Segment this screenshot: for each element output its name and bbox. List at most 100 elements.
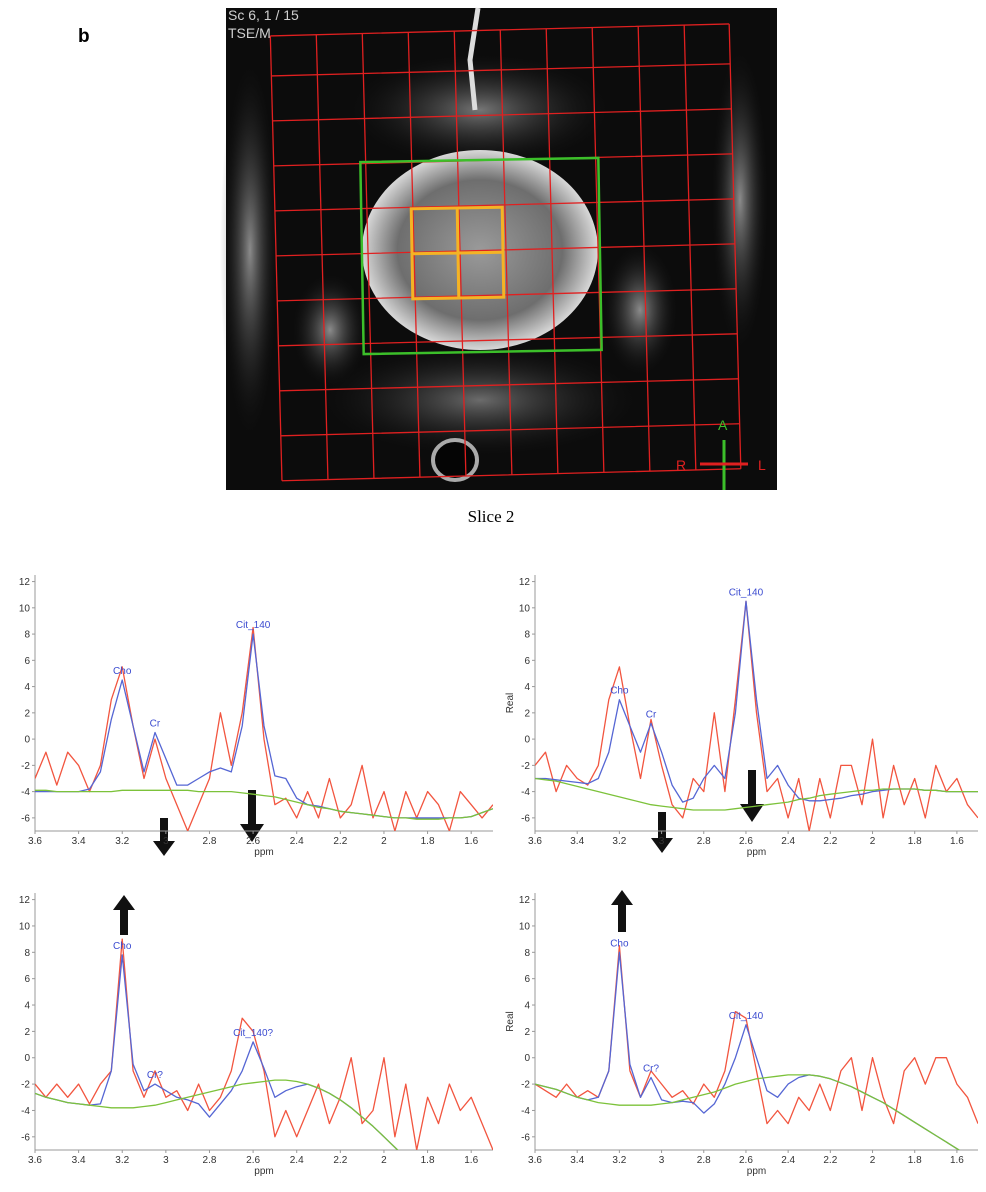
peak-label: Cit_140?	[233, 1028, 273, 1039]
x-tick-label: 2.6	[739, 1155, 753, 1166]
arrow-up	[611, 890, 633, 932]
x-tick-label: 1.8	[908, 836, 922, 847]
y-tick-label: 8	[24, 630, 30, 641]
x-axis-label: ppm	[747, 847, 766, 858]
y-axis-label: Real	[505, 693, 516, 714]
peak-label: Cr	[646, 709, 657, 720]
peak-label: Cr	[150, 719, 161, 730]
x-tick-label: 2.4	[290, 836, 304, 847]
y-tick-label: 8	[24, 948, 30, 959]
x-tick-label: 2	[870, 836, 876, 847]
y-tick-label: -6	[21, 1132, 30, 1143]
x-tick-label: 2.4	[781, 1155, 795, 1166]
x-tick-label: 1.6	[950, 836, 964, 847]
x-tick-label: 3.6	[28, 836, 42, 847]
plot-lines	[35, 938, 493, 1150]
x-tick-label: 2.8	[203, 1155, 217, 1166]
x-tick-label: 1.8	[908, 1155, 922, 1166]
y-tick-label: 6	[24, 974, 30, 985]
x-tick-label: 2	[381, 836, 387, 847]
y-tick-label: -2	[521, 1080, 530, 1091]
y-tick-label: 0	[24, 735, 30, 746]
x-tick-label: 3.4	[72, 836, 86, 847]
orientation-label: R	[676, 457, 686, 473]
x-axis-label: ppm	[747, 1166, 766, 1177]
y-tick-label: 2	[524, 708, 530, 719]
y-tick-label: -4	[521, 787, 530, 798]
y-tick-label: 12	[19, 577, 31, 588]
orientation-label: A	[718, 417, 728, 433]
arrow-down	[740, 770, 764, 822]
y-tick-label: -6	[521, 813, 530, 824]
panel-label: b	[78, 26, 90, 47]
spectrum-line	[35, 938, 493, 1150]
image-overlay: TSE/M	[228, 25, 271, 41]
y-tick-label: 12	[19, 895, 31, 906]
arrow-up	[113, 895, 135, 935]
y-tick-label: 4	[524, 1001, 530, 1012]
y-tick-label: -4	[21, 1106, 30, 1117]
spectrum-chart: -6 -4 -2 0 2 4 6 8 10 12 3.6 3.4 3.2 3 2.8 2.6 2.4 2.2 2 1.…	[19, 893, 493, 1177]
x-tick-label: 3	[163, 1155, 169, 1166]
x-tick-label: 2.2	[333, 1155, 347, 1166]
x-tick-label: 1.6	[464, 1155, 478, 1166]
spectrum-chart: -6 -4 -2 0 2 4 6 8 10 12 3.6 3.4 3.2 3 2.8 2.6 2.4 2.2 2 1.…	[505, 575, 978, 858]
arrow-down	[240, 790, 264, 842]
x-tick-label: 3.2	[115, 836, 129, 847]
y-tick-label: 6	[524, 974, 530, 985]
x-tick-label: 1.8	[421, 1155, 435, 1166]
peak-label: Cr?	[147, 1070, 164, 1081]
x-axis-label: ppm	[254, 847, 273, 858]
y-tick-label: 10	[19, 603, 31, 614]
y-tick-label: 4	[524, 682, 530, 693]
spectrum-line	[535, 600, 978, 831]
y-axis-label: Real	[505, 1011, 516, 1032]
spectrum-chart: -6 -4 -2 0 2 4 6 8 10 12 3.6 3.4 3.2 3 2.8 2.6 2.4 2.2 2 1.…	[505, 893, 978, 1177]
x-tick-label: 2.6	[246, 1155, 260, 1166]
x-tick-label: 3.2	[115, 1155, 129, 1166]
y-tick-label: 4	[24, 682, 30, 693]
arrows	[113, 770, 764, 935]
peak-label: Cho	[113, 666, 132, 677]
spectrum-line	[35, 626, 493, 831]
spectrum-line	[535, 1074, 961, 1150]
x-tick-label: 3.4	[72, 1155, 86, 1166]
x-tick-label: 3.2	[612, 836, 626, 847]
peak-label: Cit_140	[236, 620, 271, 631]
y-tick-label: 10	[519, 603, 531, 614]
y-tick-label: 0	[524, 735, 530, 746]
y-tick-label: 10	[519, 921, 531, 932]
y-tick-label: 8	[524, 948, 530, 959]
y-tick-label: -4	[21, 787, 30, 798]
y-tick-label: 0	[24, 1053, 30, 1064]
x-tick-label: 3.4	[570, 1155, 584, 1166]
y-tick-label: -6	[21, 813, 30, 824]
peak-label: Cho	[610, 938, 629, 949]
y-tick-label: 0	[524, 1053, 530, 1064]
y-tick-label: -4	[521, 1106, 530, 1117]
x-tick-label: 1.6	[950, 1155, 964, 1166]
plot-lines	[535, 600, 978, 831]
spectrum-line	[535, 945, 978, 1125]
plot-lines	[535, 945, 978, 1150]
peak-label: Cho	[113, 941, 132, 952]
plot-lines	[35, 626, 493, 831]
spectrum-line	[35, 633, 493, 819]
x-tick-label: 3	[163, 836, 169, 847]
x-tick-label: 2.4	[290, 1155, 304, 1166]
x-tick-label: 2.4	[781, 836, 795, 847]
x-tick-label: 2.6	[739, 836, 753, 847]
x-tick-label: 3.6	[528, 1155, 542, 1166]
peak-label: Cr?	[643, 1064, 660, 1075]
peak-label: Cit_140	[729, 587, 764, 598]
x-tick-label: 3.2	[612, 1155, 626, 1166]
y-tick-label: 6	[524, 656, 530, 667]
y-tick-label: 2	[524, 1027, 530, 1038]
spectrum-line	[35, 789, 493, 820]
x-tick-label: 3.6	[528, 836, 542, 847]
spectrum-line	[535, 600, 978, 803]
x-tick-label: 2	[870, 1155, 876, 1166]
image-overlay: Sc 6, 1 / 15	[228, 7, 299, 23]
caption: Slice 2	[468, 507, 515, 526]
